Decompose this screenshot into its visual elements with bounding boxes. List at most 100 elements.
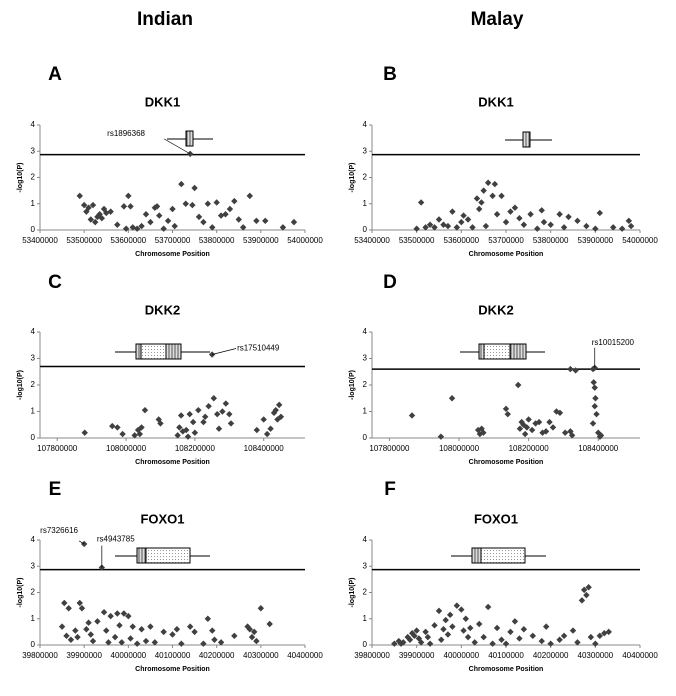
data-point [591,364,598,371]
data-point [435,607,443,615]
data-point [435,216,443,223]
data-point [542,428,550,435]
y-tick-label: 2 [363,588,368,597]
data-point [438,636,445,643]
y-tick-label: 1 [31,614,36,623]
data-point [138,222,145,230]
x-tick-label: 39900000 [66,651,102,660]
data-point [442,616,449,624]
y-tick-label: 1 [31,407,36,416]
y-tick-label: 1 [363,407,368,416]
x-tick-label: 53900000 [578,236,614,245]
data-point [246,192,253,200]
data-point [424,633,432,641]
data-point [480,429,487,436]
x-tick-label: 107800000 [369,444,410,453]
data-point [191,628,198,636]
data-point [504,410,511,418]
x-axis-label: Chromosome Position [469,459,544,466]
data-point [114,424,121,431]
data-point [219,408,226,415]
data-point [267,425,274,432]
data-point [556,636,563,643]
data-point [178,640,185,647]
data-point [593,410,600,418]
x-tick-label: 40200000 [533,651,569,660]
data-point [473,195,481,202]
data-point [147,623,154,630]
data-point [204,615,212,622]
y-axis-label: -log10(P) [349,370,356,400]
data-point [226,205,234,213]
gene-structure [115,130,552,564]
y-tick-label: 3 [31,146,36,155]
y-tick-label: 0 [363,433,368,442]
data-point [444,222,452,230]
data-point [127,635,134,642]
column-header: Indian [137,9,193,30]
data-point [574,217,581,225]
data-point [164,217,172,225]
data-point [565,213,572,221]
data-point [235,216,242,223]
data-point [556,211,563,218]
data-point [191,429,199,436]
data-point [592,395,599,402]
data-point [618,225,626,232]
data-point [556,409,564,417]
data-point [191,184,198,192]
data-point [80,201,88,209]
data-point [183,426,190,434]
data-point [591,384,598,391]
annotation-label: rs7326616 [40,526,78,535]
data-point [76,192,83,200]
column-header: Malay [471,9,524,30]
y-tick-label: 1 [31,199,36,208]
data-point [538,637,545,645]
data-point [560,632,568,640]
data-point [538,207,545,214]
data-point [214,410,221,418]
data-point [222,211,229,218]
data-point [493,624,501,632]
data-point [610,224,617,231]
data-point [589,420,597,427]
data-point [142,211,150,218]
data-point [540,218,548,226]
data-point [597,432,605,439]
data-point [476,205,483,213]
data-point [195,406,202,414]
data-point [528,426,536,434]
x-tick-label: 53600000 [111,236,147,245]
data-point [275,401,283,409]
data-point [195,213,203,221]
x-axis-label: Chromosome Position [135,666,210,673]
data-point [277,413,285,420]
data-point [493,211,501,218]
panel-letter: A [48,64,62,85]
x-axis-label: Chromosome Position [469,666,544,673]
data-point [411,632,418,640]
data-point [160,225,167,232]
data-point [111,633,119,641]
data-point [74,633,81,641]
data-point [514,381,522,389]
data-point [182,200,189,207]
data-point [549,424,557,431]
data-point [215,425,223,432]
data-point [263,430,271,438]
data-point [120,610,128,617]
data-point [169,205,176,213]
data-point [578,597,586,604]
data-point [262,217,269,225]
data-point [279,224,287,231]
data-point [138,626,145,633]
x-tick-label: 108400000 [244,444,285,453]
data-point [133,640,141,647]
data-point [142,637,150,645]
annotation-label: rs1896368 [107,129,145,138]
data-point [460,212,467,219]
y-axis-label: -log10(P) [349,578,356,608]
panel-letter: D [383,272,397,293]
panel-letter: C [48,272,62,293]
